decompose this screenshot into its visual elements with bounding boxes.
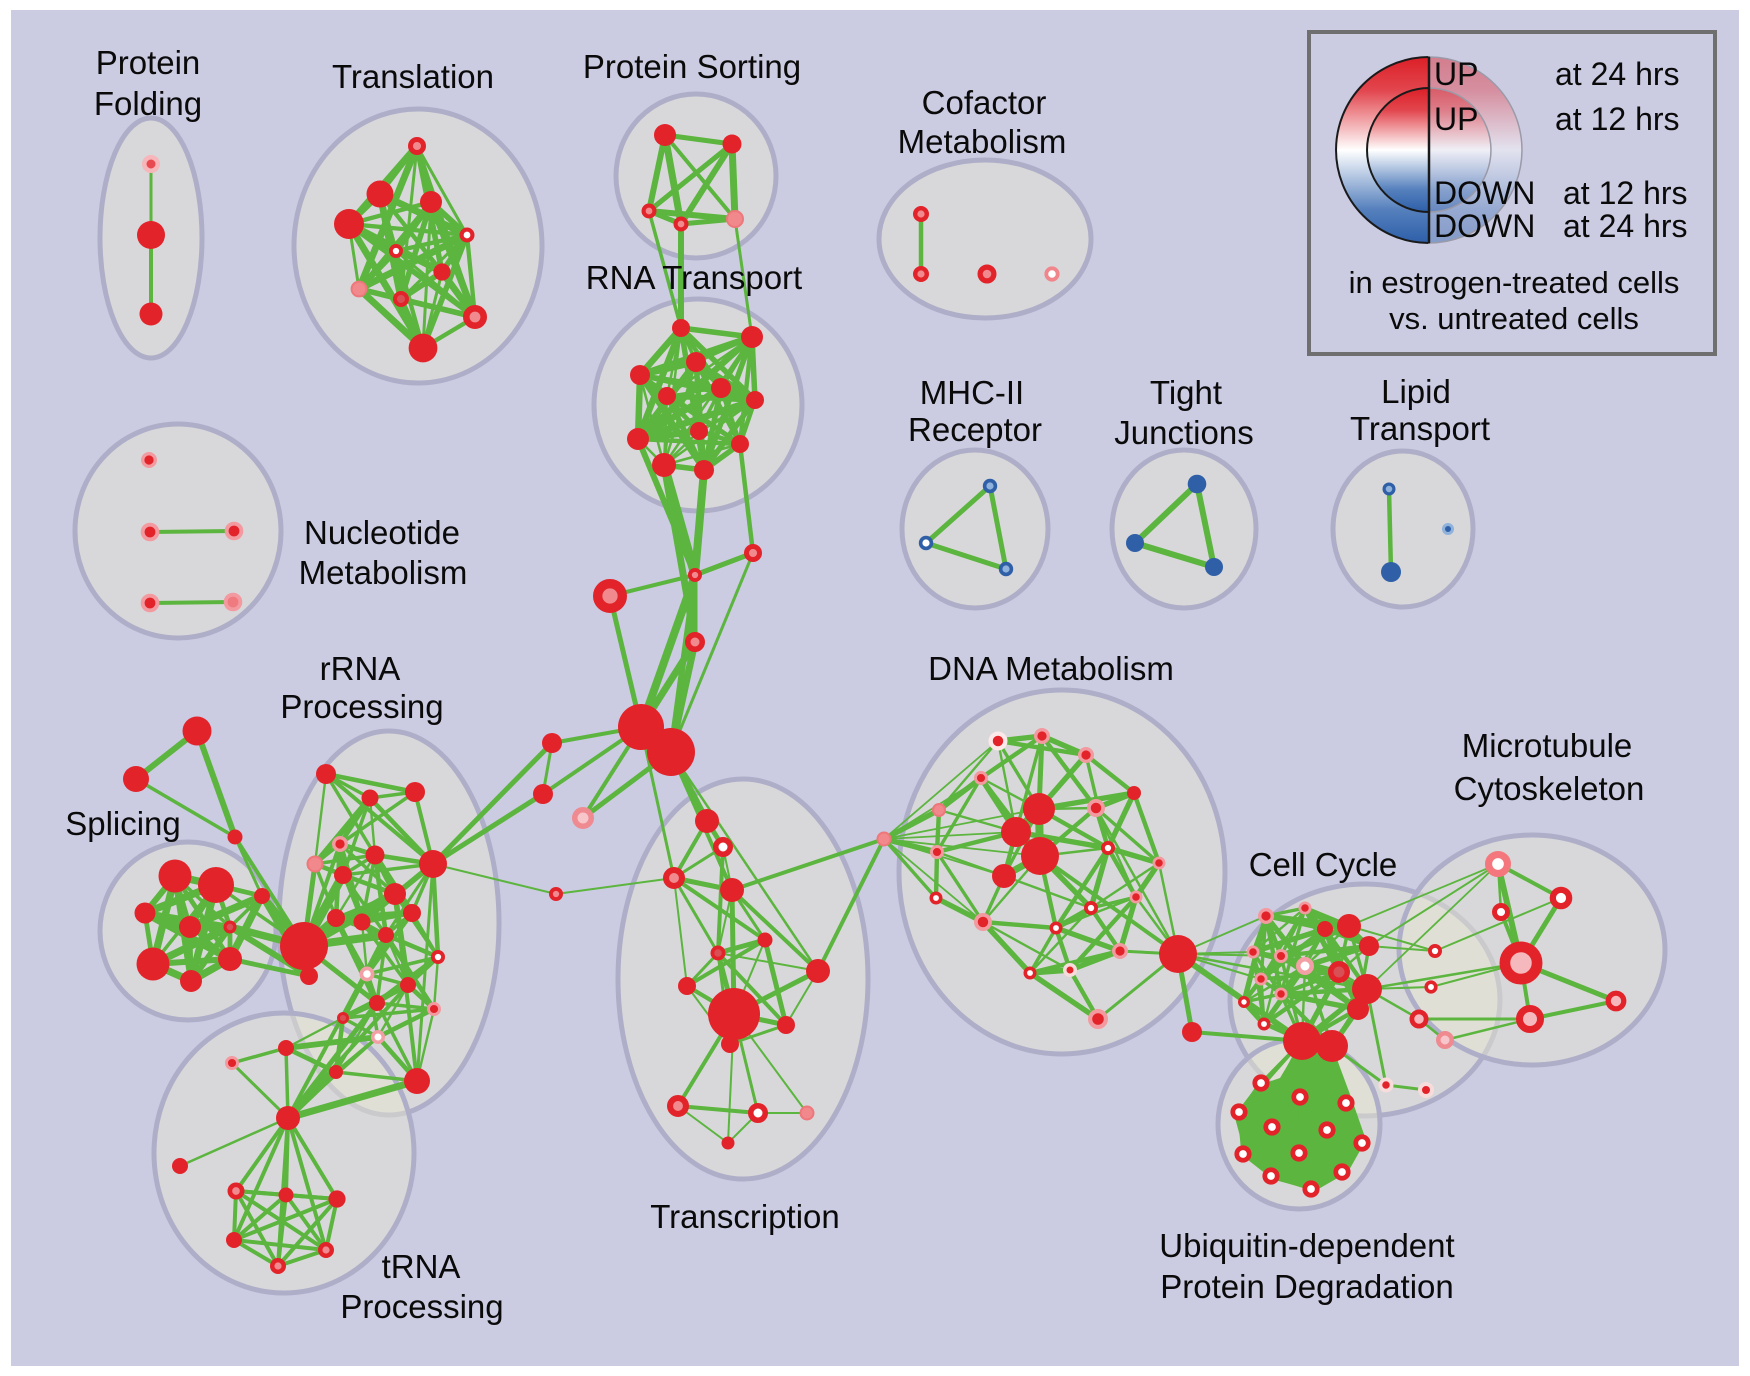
svg-text:Folding: Folding (94, 85, 202, 122)
svg-text:Microtubule: Microtubule (1462, 727, 1633, 764)
svg-text:DNA Metabolism: DNA Metabolism (928, 650, 1174, 687)
svg-text:Protein: Protein (96, 44, 201, 81)
svg-text:at 12 hrs: at 12 hrs (1555, 101, 1680, 137)
svg-text:Processing: Processing (280, 688, 443, 725)
svg-text:in estrogen-treated cells: in estrogen-treated cells (1349, 265, 1680, 300)
svg-text:Transcription: Transcription (650, 1198, 840, 1235)
svg-text:vs. untreated cells: vs. untreated cells (1389, 301, 1639, 336)
svg-text:at 12 hrs: at 12 hrs (1563, 175, 1688, 211)
svg-text:DOWN: DOWN (1434, 175, 1535, 211)
svg-text:Transport: Transport (1350, 410, 1490, 447)
svg-text:Cofactor: Cofactor (922, 84, 1047, 121)
svg-text:Protein Sorting: Protein Sorting (583, 48, 801, 85)
svg-text:Cell Cycle: Cell Cycle (1249, 846, 1398, 883)
svg-text:Processing: Processing (340, 1288, 503, 1325)
svg-text:MHC-II: MHC-II (920, 374, 1024, 411)
svg-text:Cytoskeleton: Cytoskeleton (1454, 770, 1645, 807)
svg-text:UP: UP (1434, 56, 1478, 92)
svg-text:Receptor: Receptor (908, 411, 1042, 448)
svg-text:rRNA: rRNA (320, 650, 401, 687)
svg-text:tRNA: tRNA (382, 1248, 461, 1285)
svg-text:Junctions: Junctions (1114, 414, 1253, 451)
svg-text:RNA Transport: RNA Transport (586, 259, 802, 296)
svg-text:UP: UP (1434, 101, 1478, 137)
svg-text:Tight: Tight (1150, 374, 1222, 411)
svg-text:Translation: Translation (332, 58, 494, 95)
svg-text:Nucleotide: Nucleotide (304, 514, 460, 551)
svg-text:Protein Degradation: Protein Degradation (1160, 1268, 1454, 1305)
svg-text:Lipid: Lipid (1381, 373, 1451, 410)
svg-text:Ubiquitin-dependent: Ubiquitin-dependent (1159, 1227, 1454, 1264)
svg-text:Metabolism: Metabolism (898, 123, 1067, 160)
svg-text:Metabolism: Metabolism (299, 554, 468, 591)
svg-text:DOWN: DOWN (1434, 208, 1535, 244)
svg-text:at 24 hrs: at 24 hrs (1555, 56, 1680, 92)
svg-text:at 24 hrs: at 24 hrs (1563, 208, 1688, 244)
svg-text:Splicing: Splicing (65, 805, 181, 842)
